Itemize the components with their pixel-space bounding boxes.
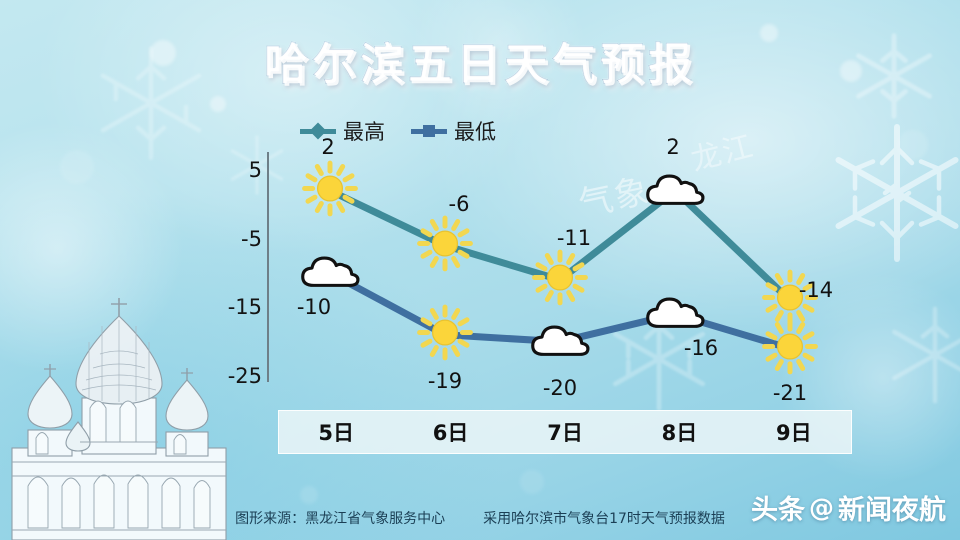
data-label-最低-9日: -21 <box>772 380 808 405</box>
snowflake-icon <box>856 33 932 119</box>
watermark-at: @ <box>809 493 834 522</box>
cathedral-illustration <box>11 298 227 540</box>
channel-watermark: 头条 @ 新闻夜航 <box>751 488 946 527</box>
legend-label-high: 最高 <box>343 120 385 144</box>
footer-note: 采用哈尔滨市气象台17时天气预报数据 <box>483 511 725 527</box>
legend-label-low: 最低 <box>454 120 496 144</box>
cloud-icon <box>644 292 706 337</box>
sun-icon <box>529 246 591 313</box>
cloud-icon <box>529 319 591 364</box>
bokeh-dot <box>840 60 862 82</box>
sun-icon <box>414 301 476 368</box>
date-cell-1[interactable]: 5日 <box>318 421 355 445</box>
page-title: 哈尔滨五日天气预报 <box>0 28 960 92</box>
data-label-最低-7日: -20 <box>542 375 578 400</box>
data-label-最低-8日: -16 <box>683 336 719 361</box>
snowflake-icon <box>100 46 202 160</box>
bokeh-dot <box>300 486 318 504</box>
cloud-icon <box>644 168 706 213</box>
y-axis-tick-1: -5 <box>241 226 262 251</box>
watermark-prefix: 头条 <box>751 495 805 526</box>
bokeh-dot <box>150 40 176 66</box>
chart-legend: 最高 最低 <box>300 116 496 146</box>
legend-item-low[interactable]: 最低 <box>411 116 496 146</box>
y-axis-tick-3: -25 <box>227 364 262 388</box>
sun-icon <box>759 315 821 382</box>
bokeh-dot <box>210 96 226 112</box>
footer: 图形来源：黑龙江省气象服务中心 采用哈尔滨市气象台17时天气预报数据 <box>0 508 960 528</box>
legend-marker-square-icon <box>411 128 447 134</box>
watermark-name: 新闻夜航 <box>838 495 946 526</box>
data-label-最低-6日: -19 <box>427 368 463 393</box>
date-cell-5[interactable]: 9日 <box>776 421 812 445</box>
date-axis-strip: 5日 6日 7日 8日 9日 <box>278 410 852 454</box>
data-label-最高-9日: -14 <box>798 278 834 303</box>
legend-marker-diamond-icon <box>300 128 336 134</box>
data-label-最高-5日: 2 <box>321 134 335 159</box>
sun-icon <box>299 157 361 224</box>
snowflake-icon <box>892 306 960 404</box>
data-label-最高-8日: 2 <box>666 134 680 159</box>
snowflake-icon <box>835 124 959 262</box>
bokeh-dot <box>520 470 544 494</box>
sun-icon <box>414 212 476 279</box>
y-axis-tick-2: -15 <box>227 295 262 320</box>
data-label-最高-7日: -11 <box>556 225 592 250</box>
data-label-最高-6日: -6 <box>448 191 470 216</box>
y-axis-tick-0: 5 <box>248 158 262 182</box>
bokeh-dot <box>60 150 94 184</box>
legend-item-high[interactable]: 最高 <box>300 116 385 146</box>
snowflake-icon <box>230 135 284 195</box>
data-label-最低-5日: -10 <box>296 295 332 319</box>
date-cell-3[interactable]: 7日 <box>547 421 583 445</box>
date-cell-4[interactable]: 8日 <box>661 421 698 445</box>
cloud-icon <box>299 251 361 296</box>
footer-source: 图形来源：黑龙江省气象服务中心 <box>235 511 446 527</box>
date-cell-2[interactable]: 6日 <box>432 421 469 445</box>
bokeh-dot <box>760 24 778 42</box>
